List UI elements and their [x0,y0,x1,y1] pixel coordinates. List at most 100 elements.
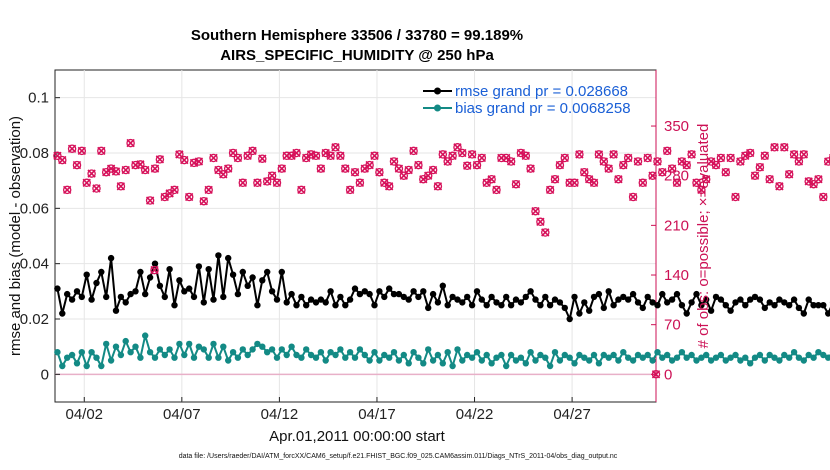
obs-count-point [267,171,277,180]
obs-count-point [721,167,731,177]
obs-evaluated-marker [228,148,238,158]
bias-point [132,343,139,350]
obs-possible-marker [736,157,745,166]
obs-evaluated-marker [594,150,604,159]
obs-count-point [126,138,135,148]
obs-evaluated-marker [111,167,121,176]
obs-evaluated-marker [541,228,550,237]
rmse-point [425,304,432,312]
bias-point [556,357,564,364]
obs-evaluated-marker [531,207,540,216]
rmse-point [63,290,71,298]
rmse-point [234,290,242,298]
bias-point [54,349,61,356]
bias-point [293,351,300,359]
obs-possible-marker [633,157,643,166]
obs-evaluated-marker [545,185,555,195]
obs-evaluated-marker [506,157,516,166]
obs-possible-marker [136,160,145,169]
rmse-point [132,288,139,295]
rmse-point [556,299,564,306]
rmse-point [498,302,505,309]
obs-possible-marker [477,153,487,163]
rmse-point [590,293,598,301]
legend-rmse-marker [434,87,441,95]
obs-evaluated-marker [706,157,716,166]
obs-count-point [545,185,555,195]
obs-evaluated-marker [238,178,247,187]
obs-evaluated-marker [180,155,189,165]
rmse-point [654,302,661,309]
rmse-point [88,296,95,303]
bias-point [600,351,607,359]
bias-point [493,354,500,361]
obs-count-point [765,174,774,184]
rmse-point [117,293,125,301]
rmse-point [532,296,539,303]
obs-evaluated-marker [824,158,830,166]
rmse-point [615,296,622,303]
rmse-point [381,293,388,301]
rmse-point [483,302,490,309]
rmse-point [337,293,344,301]
obs-possible-marker [292,148,301,158]
rmse-point [122,299,129,306]
rmse-point [512,296,520,303]
obs-evaluated-marker [741,151,750,161]
bias-point [361,351,368,359]
obs-possible-marker [701,174,711,184]
obs-evaluated-marker [272,178,282,187]
rmse-point [137,268,144,276]
obs-possible-marker [341,164,350,173]
rmse-point [747,296,754,303]
rmse-point [205,266,212,273]
rmse-point [298,293,305,301]
x-tick-label: 04/12 [261,406,299,423]
obs-possible-marker [823,157,830,166]
obs-evaluated-marker [814,175,823,184]
rmse-point [439,282,446,289]
obs-count-point [609,150,618,159]
bias-point [551,349,559,356]
bias-point [566,354,573,361]
obs-evaluated-marker [575,150,584,159]
bias-point [420,360,427,367]
obs-count-point [345,185,355,195]
obs-possible-marker [204,185,213,195]
rmse-point [54,285,61,292]
obs-possible-marker [521,151,531,161]
obs-evaluated-marker [682,160,691,170]
rmse-point [190,293,198,301]
rmse-point [703,296,710,303]
bias-point [449,362,456,370]
rmse-point [566,315,573,323]
rmse-point [727,307,734,314]
obs-evaluated-marker [331,143,340,152]
x-tick-label: 04/17 [358,406,396,423]
bias-point [800,357,807,364]
obs-possible-marker [209,153,218,163]
obs-count-point [599,157,609,166]
rmse-point [742,302,749,309]
rmse-point [595,290,603,298]
obs-count-point [651,370,661,379]
rmse-point [639,304,646,312]
obs-evaluated-marker [365,160,374,170]
obs-count-point [784,170,794,179]
obs-evaluated-marker [770,143,779,152]
obs-possible-marker [438,150,448,159]
bias-point [703,351,710,359]
rmse-point [327,288,334,295]
obs-possible-marker [672,178,682,188]
bias-point [425,346,432,353]
data-file-footer: data file: /Users/raeder/DAI/ATM_forcXX/… [179,453,618,460]
obs-evaluated-marker [780,143,789,152]
obs-possible-marker [311,151,321,161]
axes-ticks: 04/02 04/07 04/12 04/17 04/22 04/27 0 0.02 0.04 0… [20,70,689,423]
obs-possible-marker [404,165,413,175]
rmse-point [317,296,325,303]
legend-rmse-label: rmse grand pr = 0.028668 [455,83,628,100]
obs-evaluated-marker [555,160,565,170]
bias-point [127,349,134,356]
bias-point [190,354,198,361]
